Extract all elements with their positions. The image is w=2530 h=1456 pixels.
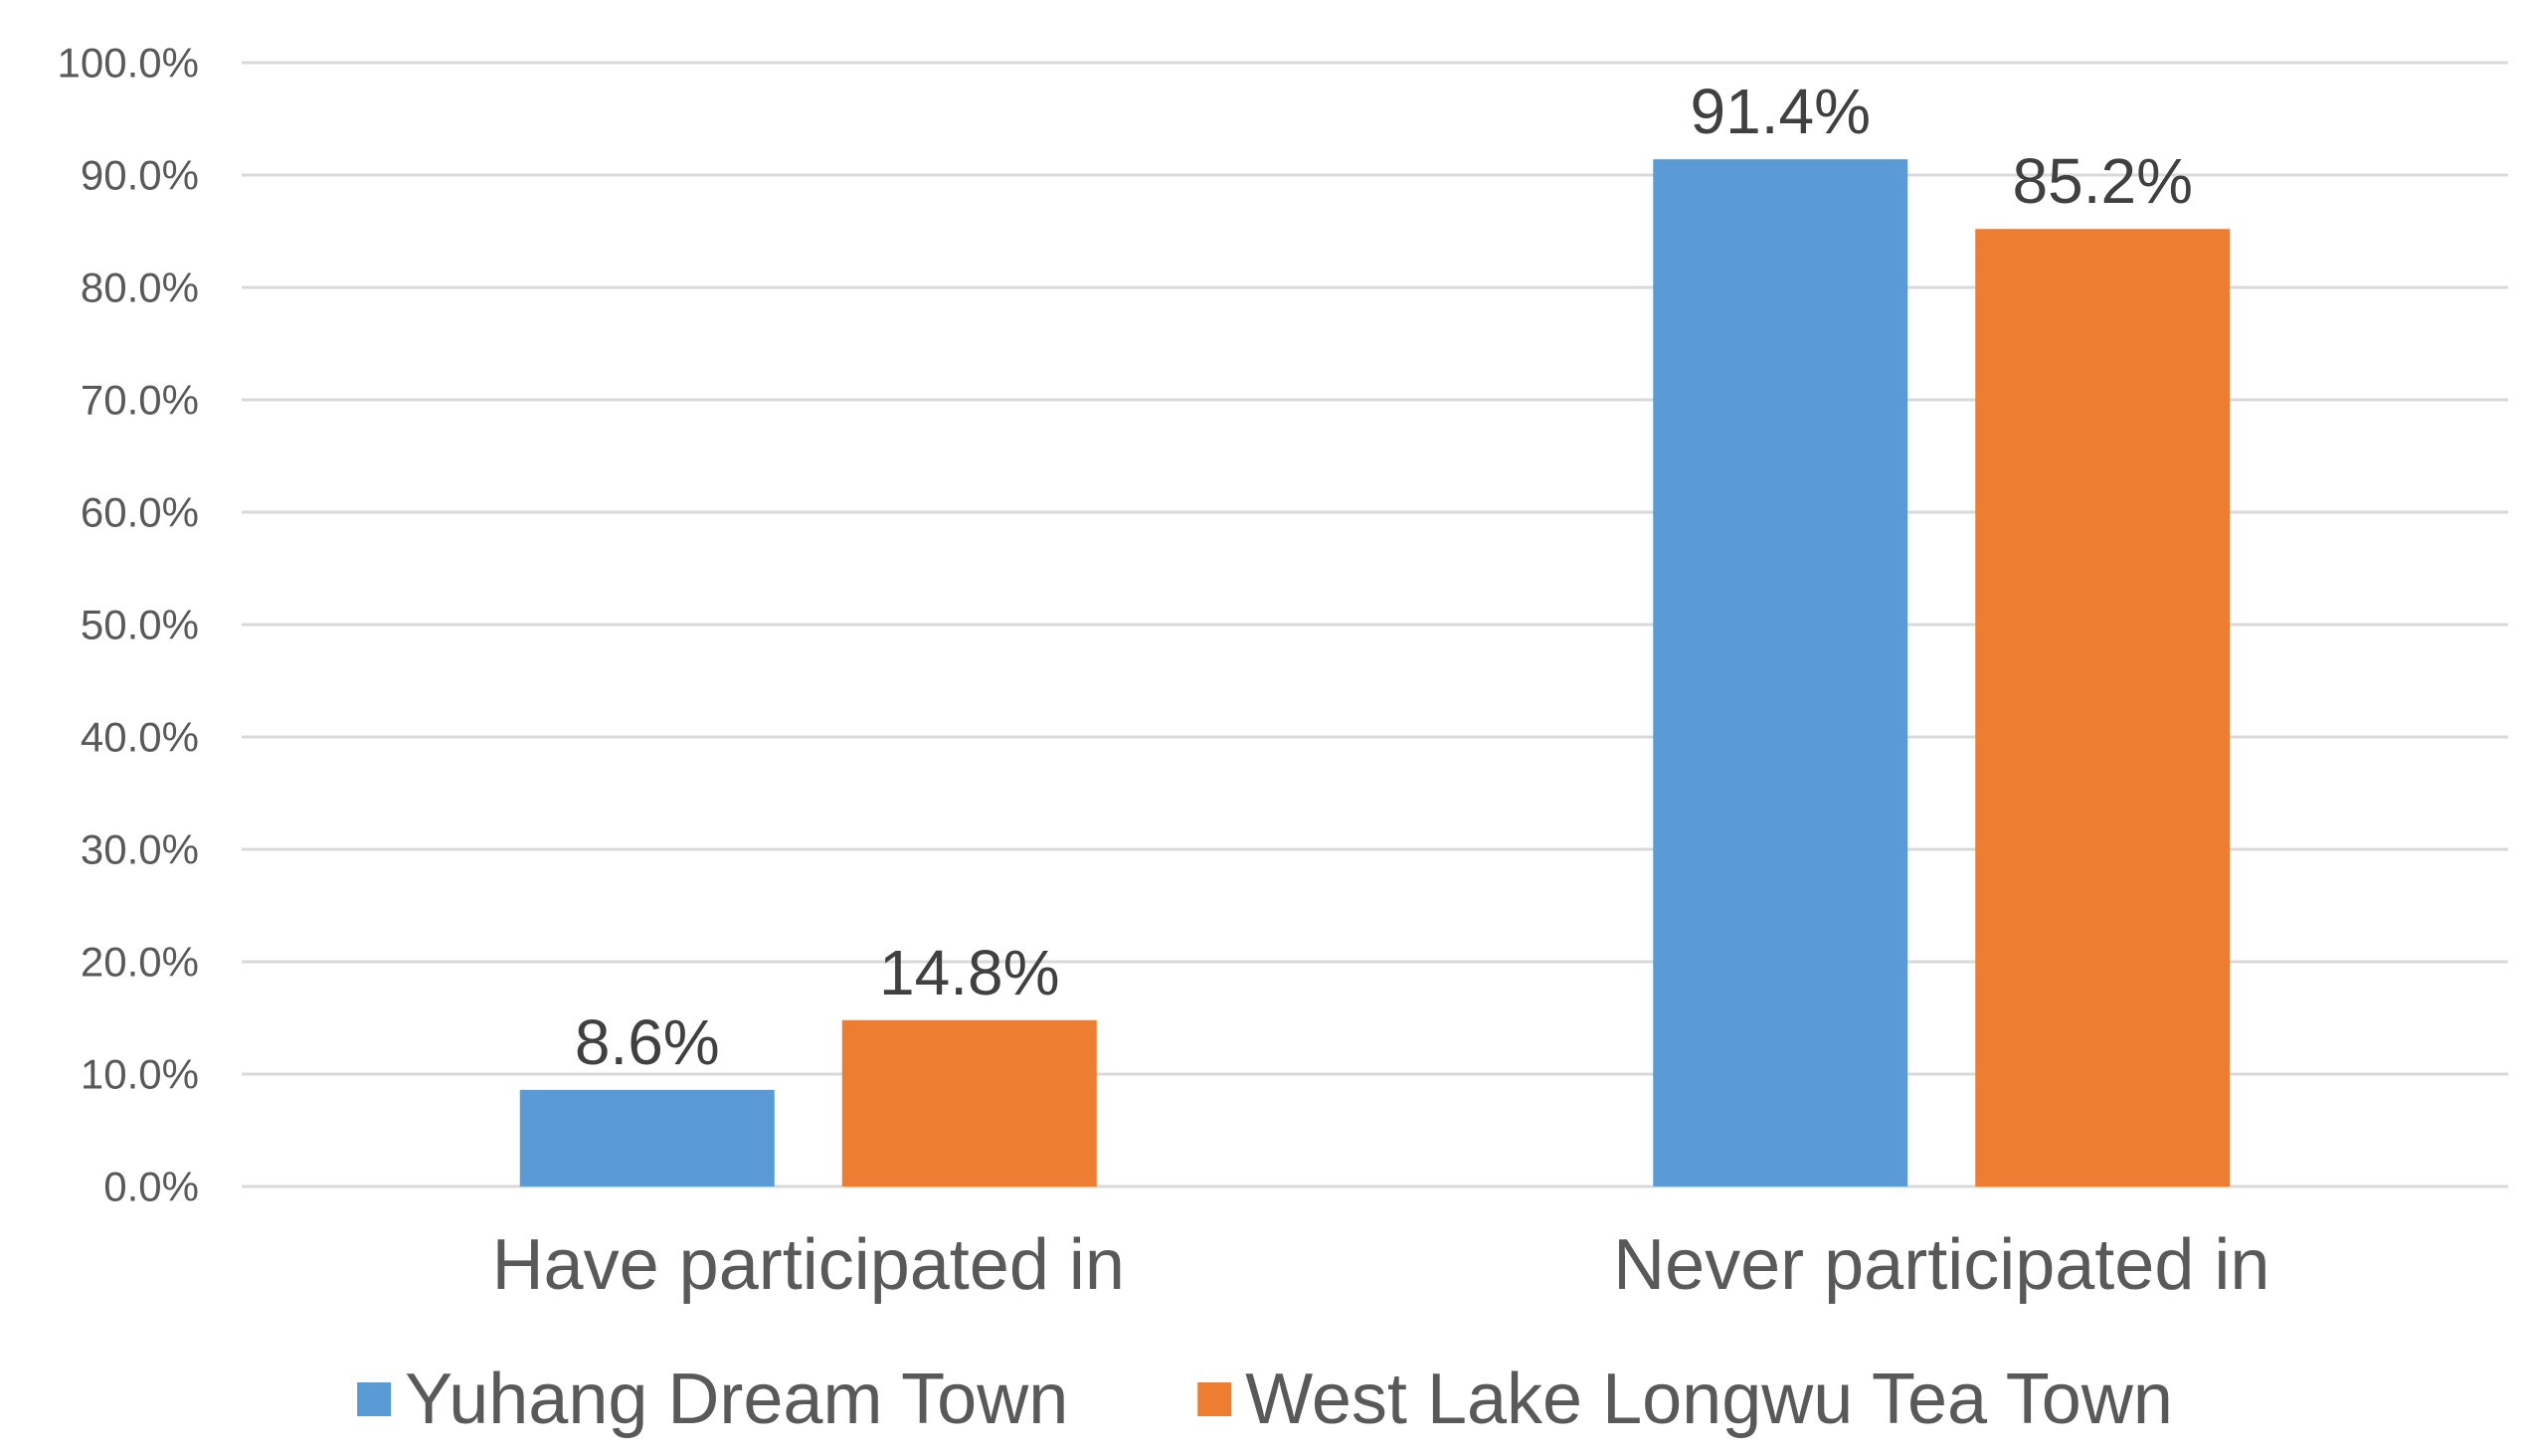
bar-series-1-cat-2 bbox=[1653, 159, 1908, 1187]
bar-series-2-cat-2 bbox=[1975, 229, 2231, 1187]
y-tick-label: 60.0% bbox=[81, 489, 199, 536]
data-label: 8.6% bbox=[575, 1006, 720, 1078]
data-label: 14.8% bbox=[879, 937, 1059, 1008]
y-tick-label: 100.0% bbox=[58, 40, 199, 87]
y-tick-label: 50.0% bbox=[81, 602, 199, 648]
legend-label: West Lake Longwu Tea Town bbox=[1245, 1360, 2173, 1439]
y-axis-tick-labels: 0.0% 10.0% 20.0% 30.0% 40.0% 50.0% 60.0% 70.0% 8… bbox=[58, 40, 199, 1210]
y-tick-label: 20.0% bbox=[81, 939, 199, 986]
legend: Yuhang Dream Town West Lake Longwu Tea To… bbox=[357, 1360, 2173, 1439]
y-tick-label: 0.0% bbox=[103, 1164, 199, 1210]
legend-item: West Lake Longwu Tea Town bbox=[1197, 1360, 2173, 1439]
legend-item: Yuhang Dream Town bbox=[357, 1360, 1068, 1439]
y-tick-label: 30.0% bbox=[81, 826, 199, 873]
y-tick-label: 40.0% bbox=[81, 714, 199, 761]
x-axis-category-labels: Have participated in Never participated i… bbox=[492, 1225, 2270, 1305]
x-category-label: Never participated in bbox=[1613, 1225, 2269, 1305]
bars bbox=[519, 159, 2231, 1187]
y-tick-label: 70.0% bbox=[81, 377, 199, 424]
y-tick-label: 90.0% bbox=[81, 152, 199, 199]
bar-series-2-cat-1 bbox=[841, 1019, 1097, 1186]
legend-label: Yuhang Dream Town bbox=[405, 1360, 1068, 1439]
x-category-label: Have participated in bbox=[492, 1225, 1125, 1305]
y-tick-label: 80.0% bbox=[81, 265, 199, 311]
legend-swatch bbox=[1197, 1382, 1232, 1416]
bar-series-1-cat-1 bbox=[519, 1089, 775, 1186]
data-label: 91.4% bbox=[1691, 76, 1871, 147]
data-labels: 8.6% 14.8% 91.4% 85.2% bbox=[575, 76, 2193, 1078]
data-label: 85.2% bbox=[2013, 145, 2193, 217]
legend-swatch bbox=[357, 1382, 392, 1416]
gridlines bbox=[242, 61, 2508, 1188]
y-tick-label: 10.0% bbox=[81, 1051, 199, 1098]
